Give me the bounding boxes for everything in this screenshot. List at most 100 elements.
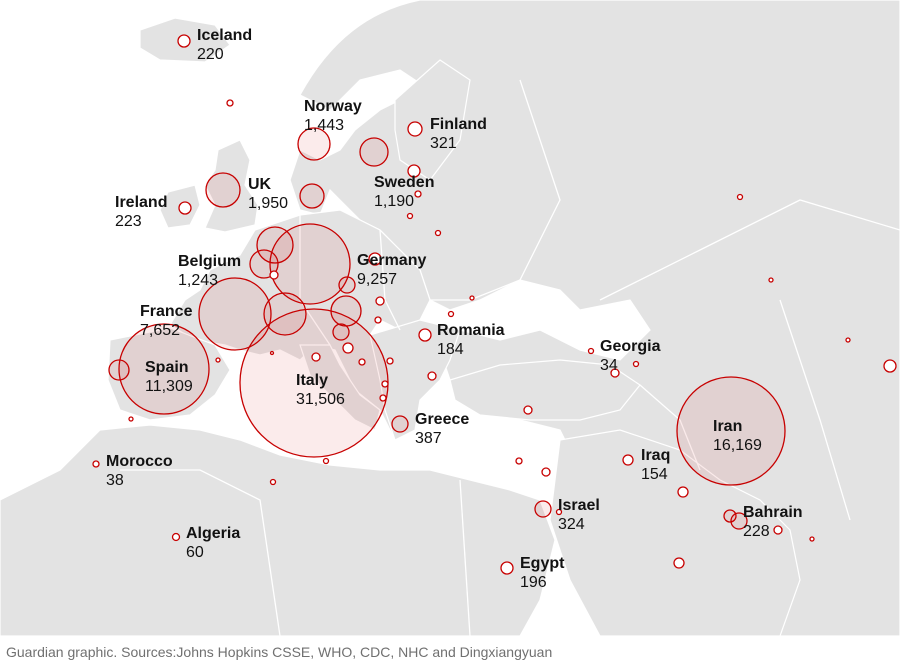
- label-egypt-name: Egypt: [520, 555, 565, 572]
- dot-cyprus[interactable]: [515, 457, 523, 465]
- bubble-netherlands[interactable]: [249, 249, 279, 279]
- dot-kazakhstan[interactable]: [768, 277, 774, 283]
- label-germany-name: Germany: [357, 252, 426, 269]
- label-italy-name: Italy: [296, 372, 328, 389]
- borders-layer: [120, 79, 900, 636]
- label-finland-value: 321: [430, 135, 457, 152]
- dot-latvia[interactable]: [414, 190, 422, 198]
- label-greece-name: Greece: [415, 411, 469, 428]
- dot-faroe[interactable]: [226, 99, 234, 107]
- border-7: [120, 469, 281, 636]
- label-ireland-name: Ireland: [115, 194, 167, 211]
- label-algeria-name: Algeria: [186, 525, 240, 542]
- label-finland-name: Finland: [430, 116, 487, 133]
- border-9: [779, 299, 851, 521]
- label-sweden-value: 1,190: [374, 193, 414, 210]
- dot-poland[interactable]: [368, 252, 382, 266]
- dot-malta[interactable]: [322, 457, 330, 465]
- dot-moldova[interactable]: [469, 295, 475, 301]
- label-georgia-value: 34: [600, 357, 618, 374]
- dot-albania[interactable]: [379, 394, 387, 402]
- dot-luxembourg[interactable]: [269, 270, 279, 280]
- dot-iraq[interactable]: [622, 454, 634, 466]
- bubble-greece[interactable]: [391, 415, 409, 433]
- dot-tunisia[interactable]: [269, 478, 277, 486]
- dot-algeria[interactable]: [171, 532, 181, 542]
- bubble-uk[interactable]: [205, 172, 241, 208]
- dot-morocco[interactable]: [92, 460, 100, 468]
- bubble-switzerland[interactable]: [263, 292, 307, 336]
- dot-san-marino[interactable]: [311, 352, 321, 362]
- dot-romania[interactable]: [418, 328, 432, 342]
- label-uk-value: 1,950: [248, 195, 288, 212]
- bubble-israel[interactable]: [534, 500, 552, 518]
- dot-azerbaijan[interactable]: [632, 360, 640, 368]
- dot-belarus[interactable]: [434, 229, 442, 237]
- dot-andorra[interactable]: [215, 357, 221, 363]
- bubble-iran[interactable]: [676, 376, 786, 486]
- dot-ukraine[interactable]: [447, 310, 455, 318]
- bubble-qatar[interactable]: [723, 509, 737, 523]
- bubble-austria[interactable]: [330, 295, 362, 327]
- dot-iceland[interactable]: [177, 34, 191, 48]
- dot-bosnia[interactable]: [386, 357, 394, 365]
- bubble-slovenia[interactable]: [332, 323, 350, 341]
- label-layer: Iceland 220 Norway 1,443 Finland 321 UK …: [106, 27, 803, 591]
- bubble-france[interactable]: [198, 277, 272, 351]
- label-morocco-value: 38: [106, 472, 124, 489]
- dot-ireland[interactable]: [178, 201, 192, 215]
- label-iraq-name: Iraq: [641, 447, 670, 464]
- dot-hungary[interactable]: [374, 316, 382, 324]
- border-6: [639, 384, 701, 471]
- dot-russia[interactable]: [736, 193, 744, 201]
- dot-lithuania[interactable]: [406, 212, 414, 220]
- dot-lebanon[interactable]: [541, 467, 551, 477]
- dot-armenia[interactable]: [610, 368, 620, 378]
- border-2: [430, 279, 521, 301]
- bubble-norway[interactable]: [297, 127, 331, 161]
- label-norway-value: 1,443: [304, 117, 344, 134]
- dot-croatia[interactable]: [342, 342, 354, 354]
- label-bahrain-value: 228: [743, 523, 770, 540]
- dot-monaco[interactable]: [269, 350, 275, 356]
- dot-saudi[interactable]: [673, 557, 685, 569]
- dot-slovakia[interactable]: [375, 296, 385, 306]
- bubble-denmark[interactable]: [299, 183, 325, 209]
- bubble-bahrain[interactable]: [730, 512, 748, 530]
- label-ireland-value: 223: [115, 213, 142, 230]
- bubble-belgium[interactable]: [256, 226, 294, 264]
- dot-uae[interactable]: [773, 525, 783, 535]
- label-italy-value: 31,506: [296, 391, 345, 408]
- label-greece-value: 387: [415, 430, 442, 447]
- dot-macedonia[interactable]: [381, 380, 389, 388]
- dot-kuwait[interactable]: [677, 486, 689, 498]
- dot-uzbekistan[interactable]: [845, 337, 851, 343]
- dot-bulgaria[interactable]: [427, 371, 437, 381]
- bubble-portugal[interactable]: [108, 359, 130, 381]
- dot-gibraltar[interactable]: [128, 416, 134, 422]
- dot-finland[interactable]: [407, 121, 423, 137]
- label-romania-name: Romania: [437, 322, 505, 339]
- dot-palestine[interactable]: [555, 508, 563, 516]
- dot-afghanistan[interactable]: [883, 359, 897, 373]
- bubble-sweden[interactable]: [359, 137, 389, 167]
- dot-oman[interactable]: [809, 536, 815, 542]
- label-iran-value: 16,169: [713, 437, 762, 454]
- landmass-finland: [394, 59, 471, 181]
- label-iraq-value: 154: [641, 466, 668, 483]
- label-bahrain-name: Bahrain: [743, 504, 803, 521]
- map[interactable]: Iceland 220 Norway 1,443 Finland 321 UK …: [0, 0, 900, 636]
- dot-georgia[interactable]: [587, 347, 595, 355]
- dot-serbia[interactable]: [358, 358, 366, 366]
- dot-egypt[interactable]: [500, 561, 514, 575]
- landmass-arabia: [549, 429, 801, 636]
- dot-layer: [92, 34, 897, 575]
- label-france-name: France: [140, 303, 193, 320]
- landmass-north-africa: [0, 424, 556, 636]
- dot-turkey[interactable]: [523, 405, 533, 415]
- dot-estonia[interactable]: [407, 164, 421, 178]
- bubble-spain[interactable]: [118, 323, 210, 415]
- label-spain-name: Spain: [145, 359, 189, 376]
- bubble-czech[interactable]: [338, 276, 356, 294]
- bubble-germany[interactable]: [269, 223, 351, 305]
